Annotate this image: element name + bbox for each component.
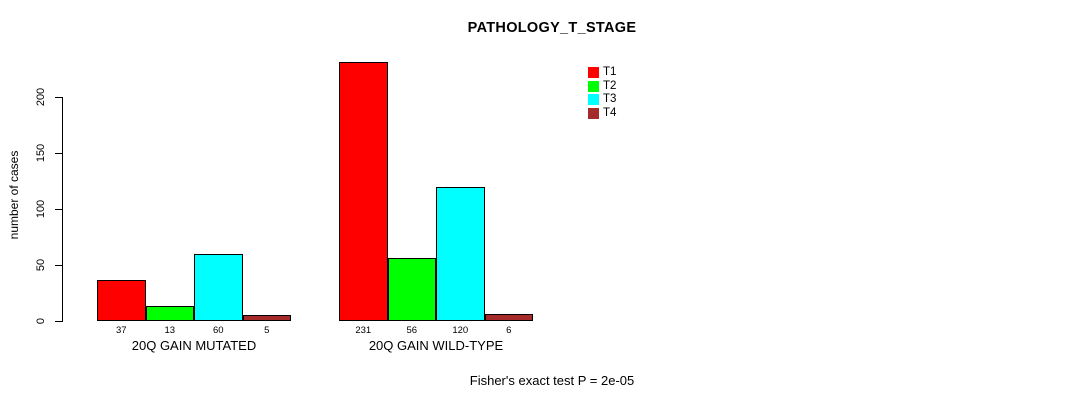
x-axis-group-label: 20Q GAIN WILD-TYPE (368, 338, 504, 353)
legend-item-t3: T3 (588, 93, 616, 107)
legend-swatch-t4 (588, 107, 599, 119)
legend-swatch-t2 (588, 80, 599, 92)
y-axis-tick-label: 0 (35, 317, 47, 325)
bar-t3-group2 (436, 187, 485, 321)
bar-t3-group1 (194, 254, 243, 321)
legend-label: T1 (603, 66, 617, 78)
legend-item-t4: T4 (588, 107, 616, 121)
bar-value-label: 120 (452, 325, 469, 336)
bar-value-label: 13 (164, 325, 176, 336)
y-axis-tick (55, 153, 63, 154)
legend-label: T3 (603, 93, 617, 105)
legend-item-t2: T2 (588, 80, 616, 94)
bar-value-label: 231 (355, 325, 372, 336)
y-axis-tick (55, 209, 63, 210)
chart-title: PATHOLOGY_T_STAGE (467, 20, 637, 36)
bar-t2-group1 (145, 306, 194, 321)
bar-t1-group2 (339, 62, 388, 321)
legend-label: T2 (603, 79, 617, 92)
legend-swatch-t1 (588, 67, 599, 79)
bar-t1-group1 (97, 280, 146, 321)
bar-value-label: 6 (506, 325, 512, 336)
y-axis-tick-label: 50 (35, 258, 47, 272)
y-axis-tick-label: 150 (35, 143, 47, 163)
y-axis-label: number of cases (7, 150, 21, 240)
x-axis-group-label: 20Q GAIN MUTATED (131, 338, 257, 353)
y-axis-tick-label: 100 (35, 199, 47, 219)
bar-value-label: 5 (264, 325, 270, 336)
legend-label: T4 (603, 106, 617, 119)
bar-value-label: 56 (406, 325, 418, 336)
y-axis-tick-label: 200 (35, 87, 47, 107)
legend-item-t1: T1 (588, 66, 616, 80)
y-axis-tick (55, 265, 63, 266)
bar-value-label: 60 (212, 325, 224, 336)
bar-t2-group2 (387, 258, 436, 321)
bar-t4-group2 (484, 314, 533, 321)
footnote: Fisher's exact test P = 2e-05 (469, 373, 635, 388)
bar-value-label: 37 (115, 325, 127, 336)
bar-t4-group1 (242, 315, 291, 321)
legend: T1 T2 T3 T4 (588, 66, 616, 120)
y-axis-tick (55, 97, 63, 98)
y-axis-tick (55, 321, 63, 322)
legend-swatch-t3 (588, 94, 599, 106)
